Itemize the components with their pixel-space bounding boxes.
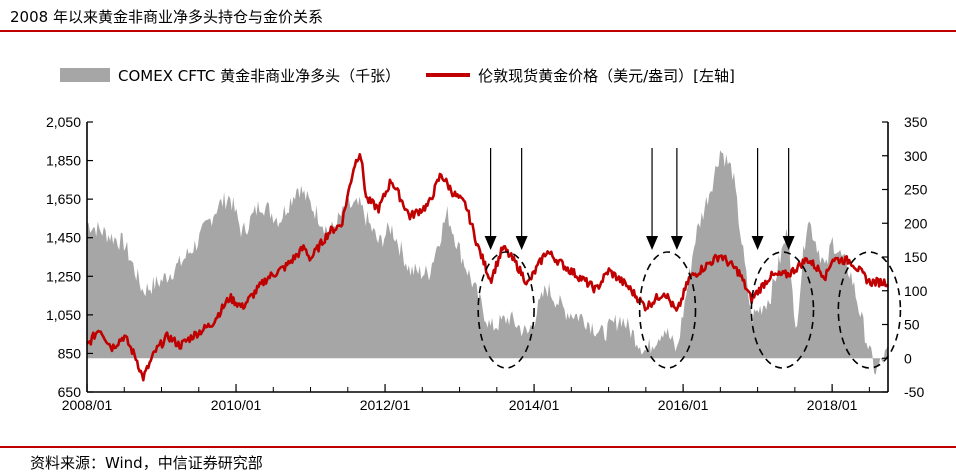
net-long-area-layer <box>87 150 888 375</box>
arrow-head-0 <box>484 236 497 250</box>
x-tick-label: 2016/01 <box>658 397 709 413</box>
arrow-head-5 <box>782 236 795 250</box>
chart-title: 2008 年以来黄金非商业净多头持仓与金价关系 <box>10 8 323 26</box>
ellipse-annotation-8 <box>750 251 815 369</box>
right-tick-label: 200 <box>904 215 928 231</box>
legend-label-gold-price: 伦敦现货黄金价格（美元/盎司）[左轴] <box>478 66 735 85</box>
x-tick-label: 2008/01 <box>62 397 113 413</box>
chart-legend: COMEX CFTC 黄金非商业净多头（千张） 伦敦现货黄金价格（美元/盎司）[… <box>60 64 735 86</box>
gold-price-line <box>86 153 890 382</box>
top-rule <box>0 30 956 32</box>
legend-item-gold-price: 伦敦现货黄金价格（美元/盎司）[左轴] <box>400 65 735 86</box>
left-tick-label: 1,850 <box>46 153 81 169</box>
left-tick-label: 1,650 <box>46 191 81 207</box>
left-tick-label: 850 <box>58 345 82 361</box>
ellipse-annotation-6 <box>477 251 535 369</box>
legend-swatch-net-long <box>60 68 110 82</box>
gold-price-line-layer <box>86 153 890 382</box>
arrow-head-4 <box>751 236 764 250</box>
annotation-layer <box>477 148 902 369</box>
right-tick-label: 250 <box>904 182 928 198</box>
x-tick-label: 2018/01 <box>807 397 858 413</box>
arrow-head-1 <box>515 236 528 250</box>
ellipse-annotation-7 <box>638 251 697 369</box>
left-tick-label: 1,450 <box>46 230 81 246</box>
source-note: 资料来源：Wind，中信证券研究部 <box>30 454 263 472</box>
left-tick-label: 1,050 <box>46 307 81 323</box>
left-tick-label: 650 <box>58 384 82 400</box>
right-tick-label: 150 <box>904 249 928 265</box>
right-tick-label: 50 <box>904 317 920 333</box>
x-tick-label: 2012/01 <box>360 397 411 413</box>
right-tick-label: 100 <box>904 283 928 299</box>
legend-label-net-long: COMEX CFTC 黄金非商业净多头（千张） <box>118 66 401 85</box>
axis-layer: 650 850 1,050 1,250 1,450 1,650 1,850 2,050 -50 0… <box>46 114 928 413</box>
left-tick-label: 2,050 <box>46 114 81 130</box>
x-tick-label: 2014/01 <box>509 397 560 413</box>
right-tick-label: -50 <box>904 384 924 400</box>
right-tick-label: 350 <box>904 114 928 130</box>
arrow-head-2 <box>646 236 659 250</box>
legend-item-net-long: COMEX CFTC 黄金非商业净多头（千张） <box>60 65 400 86</box>
right-tick-label: 0 <box>904 350 912 366</box>
net-long-area <box>87 150 888 375</box>
legend-swatch-gold-price <box>426 73 471 77</box>
right-tick-label: 300 <box>904 148 928 164</box>
x-tick-label: 2010/01 <box>211 397 262 413</box>
left-tick-label: 1,250 <box>46 268 81 284</box>
bottom-rule <box>0 446 956 448</box>
arrow-head-3 <box>670 236 683 250</box>
ellipse-annotation-9 <box>837 251 902 369</box>
